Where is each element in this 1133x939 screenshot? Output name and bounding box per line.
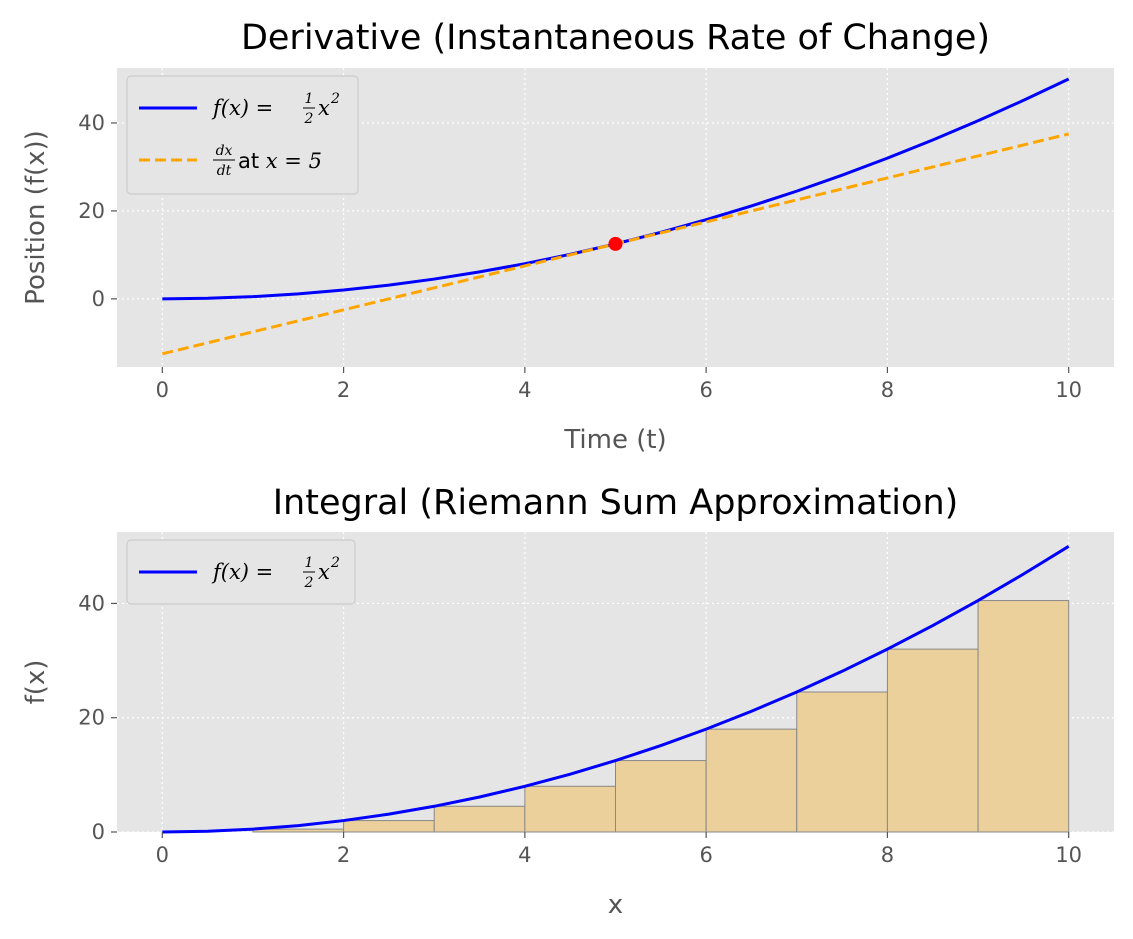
integral-x-axis-label: x	[608, 890, 623, 920]
tangent-point	[608, 236, 623, 251]
riemann-bar	[615, 760, 707, 833]
integral-y-axis-label: f(x)	[21, 660, 51, 705]
legend-frac-numerator: 1	[305, 555, 314, 571]
y-tick-label: 0	[92, 287, 105, 311]
riemann-bars	[252, 600, 1070, 833]
x-tick-label: 0	[156, 378, 169, 402]
legend-superscript: 2	[330, 555, 340, 571]
x-tick-label: 8	[881, 843, 894, 867]
legend-entry-parabola: f(x) =	[211, 96, 273, 120]
legend-frac-numerator: 1	[305, 91, 314, 107]
riemann-bar	[524, 785, 617, 833]
integral-legend-box	[126, 539, 356, 605]
legend-lhs: f(x) =	[211, 560, 273, 584]
riemann-bar	[705, 728, 798, 833]
x-tick-label: 10	[1055, 843, 1082, 867]
x-tick-label: 6	[699, 378, 712, 402]
integral-ticks: 0 2 4 6 8 10 0 20 40	[78, 591, 1082, 867]
x-tick-label: 4	[518, 378, 531, 402]
riemann-bar	[796, 691, 888, 833]
x-tick-label: 2	[337, 843, 350, 867]
legend-frac-numerator: dx	[216, 143, 233, 159]
y-tick-label: 20	[78, 706, 105, 730]
y-tick-label: 20	[78, 199, 105, 223]
riemann-bar	[433, 805, 526, 833]
derivative-x-axis-label: Time (t)	[563, 425, 666, 455]
legend-entry-parabola: f(x) =	[211, 560, 273, 584]
x-tick-label: 2	[337, 378, 350, 402]
legend-lhs: f(x) =	[211, 96, 273, 120]
legend-frac-denominator: dt	[217, 163, 232, 179]
legend-rhs: x	[318, 96, 330, 120]
derivative-legend-box	[126, 75, 359, 195]
legend-rhs: x	[318, 560, 330, 584]
y-tick-label: 40	[78, 111, 105, 135]
y-tick-label: 0	[92, 820, 105, 844]
legend-entry-tangent: at x = 5	[238, 149, 322, 173]
integral-subplot: 0 2 4 6 8 10 0 20 40 Integral (Riemann Sum Appro…	[21, 483, 1114, 920]
x-tick-label: 8	[881, 378, 894, 402]
legend-at-var: x = 5	[266, 149, 322, 173]
integral-legend: f(x) = 1 2 x 2	[126, 539, 356, 605]
derivative-title: Derivative (Instantaneous Rate of Change…	[241, 18, 990, 58]
legend-frac-denominator: 2	[304, 575, 314, 591]
x-tick-label: 6	[699, 843, 712, 867]
x-tick-label: 10	[1055, 378, 1082, 402]
riemann-bar	[977, 600, 1070, 833]
integral-series	[162, 545, 1070, 834]
legend-at-word: at	[238, 149, 266, 173]
legend-frac-denominator: 2	[304, 111, 314, 127]
x-tick-label: 0	[156, 843, 169, 867]
derivative-subplot: 0 2 4 6 8 10 0 20 40 Derivative (Instantaneous R…	[21, 18, 1114, 455]
riemann-bar	[343, 820, 435, 833]
y-tick-label: 40	[78, 591, 105, 615]
x-tick-label: 4	[518, 843, 531, 867]
legend-superscript: 2	[330, 91, 340, 107]
riemann-bar	[886, 648, 979, 833]
derivative-ticks: 0 2 4 6 8 10 0 20 40	[78, 111, 1082, 402]
derivative-series	[161, 77, 1070, 356]
integral-title: Integral (Riemann Sum Approximation)	[273, 483, 959, 523]
series-line-parabola	[162, 545, 1070, 834]
derivative-legend: f(x) = 1 2 x 2 dx dt at x = 5	[126, 75, 359, 195]
derivative-y-axis-label: Position (f(x))	[21, 130, 51, 305]
